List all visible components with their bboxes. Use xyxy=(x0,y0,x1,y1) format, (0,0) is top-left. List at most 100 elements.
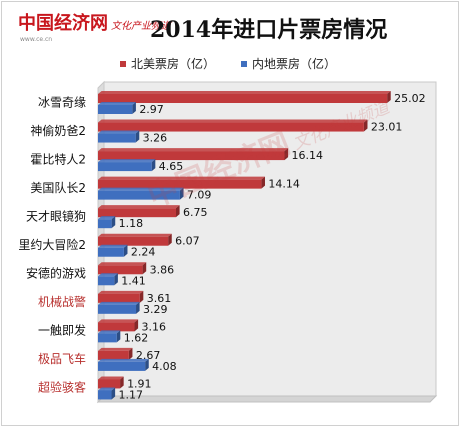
bar-north-america-top xyxy=(98,176,265,180)
value-label-north-america: 3.61 xyxy=(147,292,172,305)
value-label-north-america: 3.86 xyxy=(150,263,175,276)
legend-item-north-america: 北美票房（亿） xyxy=(120,55,215,72)
category-label: 机械战警 xyxy=(38,294,86,309)
bar-mainland-top xyxy=(98,273,118,277)
value-label-north-america: 23.01 xyxy=(371,121,403,134)
bar-mainland xyxy=(98,273,118,286)
bar-north-america-side xyxy=(139,290,144,303)
bar-north-america xyxy=(98,262,147,275)
bar-mainland-top xyxy=(98,387,116,391)
bar-mainland-top xyxy=(98,130,140,134)
bar-north-america-top xyxy=(98,148,289,152)
bar-north-america-top xyxy=(98,119,368,123)
bar-mainland-top xyxy=(98,358,149,362)
category-label: 里约大冒险2 xyxy=(18,237,86,252)
site-logo: 中国经济网 文化产业频道 xyxy=(18,14,171,34)
value-label-north-america: 2.67 xyxy=(136,349,161,362)
category-label: 安德的游戏 xyxy=(26,266,86,281)
value-label-mainland: 1.17 xyxy=(119,388,143,401)
bar-north-america-side xyxy=(142,262,147,275)
bar-mainland-front xyxy=(98,390,112,400)
bar-north-america-side xyxy=(120,376,124,389)
bar-north-america-side xyxy=(387,91,391,103)
bar-mainland-side xyxy=(114,273,118,286)
bar-mainland-front xyxy=(98,304,137,314)
bar-mainland-side xyxy=(111,387,116,400)
category-label: 一触即发 xyxy=(38,323,86,338)
bar-north-america-front xyxy=(98,236,169,246)
bar-north-america-front xyxy=(98,293,140,303)
bar-north-america xyxy=(98,148,289,161)
bar-mainland-front xyxy=(98,219,112,229)
bar-mainland-front xyxy=(98,276,115,286)
bar-mainland-top xyxy=(98,244,128,248)
bar-north-america-front xyxy=(98,179,262,189)
legend-label-mainland: 内地票房（亿） xyxy=(252,57,337,71)
value-label-mainland: 4.08 xyxy=(152,360,177,373)
bar-mainland-side xyxy=(135,130,140,143)
bar-mainland-front xyxy=(98,162,152,172)
bar-north-america xyxy=(98,290,144,303)
bar-mainland-front xyxy=(98,333,117,343)
logo-tag-text: 文化产业频道 xyxy=(111,21,171,32)
legend-swatch-mainland xyxy=(241,60,248,67)
category-label: 天才眼镜狗 xyxy=(26,208,86,223)
bar-mainland-side xyxy=(179,187,184,200)
bar-mainland-side xyxy=(136,301,140,314)
value-label-north-america: 25.02 xyxy=(394,92,426,105)
legend-item-mainland: 内地票房（亿） xyxy=(241,55,336,72)
bar-mainland xyxy=(98,244,128,257)
bar-north-america-side xyxy=(284,148,289,161)
value-label-mainland: 1.18 xyxy=(119,217,144,230)
category-label: 美国队长2 xyxy=(30,180,86,195)
bar-north-america-front xyxy=(98,151,285,161)
category-label: 极品飞车 xyxy=(38,351,86,366)
bar-mainland xyxy=(98,102,136,114)
logo-url: www.ce.cn xyxy=(20,36,53,43)
bar-north-america xyxy=(98,205,180,218)
bar-north-america-front xyxy=(98,322,135,332)
bar-north-america-front xyxy=(98,94,388,103)
value-label-mainland: 1.41 xyxy=(121,274,146,287)
legend-label-north-america: 北美票房（亿） xyxy=(131,57,216,71)
bar-mainland-front xyxy=(98,190,180,200)
value-label-mainland: 3.26 xyxy=(143,132,168,145)
bar-mainland-side xyxy=(132,102,136,114)
bar-mainland xyxy=(98,159,156,172)
value-label-north-america: 6.75 xyxy=(183,206,208,219)
bar-mainland-top xyxy=(98,330,121,334)
bar-mainland-top xyxy=(98,301,140,305)
value-label-mainland: 1.62 xyxy=(124,331,149,344)
bar-mainland-front xyxy=(98,247,124,257)
bar-mainland xyxy=(98,216,116,229)
bar-north-america-top xyxy=(98,376,124,380)
bar-north-america xyxy=(98,119,368,132)
value-label-mainland: 2.24 xyxy=(131,246,156,259)
bar-north-america xyxy=(98,176,265,189)
bar-north-america-top xyxy=(98,233,172,237)
bar-north-america xyxy=(98,347,133,360)
bar-north-america-top xyxy=(98,205,180,209)
bar-mainland-side xyxy=(151,159,156,172)
bar-mainland-top xyxy=(98,187,184,191)
bar-mainland-front xyxy=(98,133,136,143)
value-label-north-america: 14.14 xyxy=(268,178,300,191)
bar-mainland xyxy=(98,387,116,400)
chart-title: 2014年进口片票房情况 xyxy=(150,17,388,43)
bar-north-america-top xyxy=(98,91,391,94)
bar-north-america-front xyxy=(98,122,364,132)
bar-mainland xyxy=(98,187,184,200)
value-label-mainland: 4.65 xyxy=(159,160,184,173)
value-label-mainland: 2.97 xyxy=(139,103,164,116)
category-label: 冰雪奇缘 xyxy=(38,95,86,109)
bar-mainland xyxy=(98,301,140,314)
bar-north-america-front xyxy=(98,350,129,360)
value-label-mainland: 3.29 xyxy=(143,303,168,316)
bar-north-america xyxy=(98,233,172,246)
bar-north-america-top xyxy=(98,262,147,266)
bar-mainland xyxy=(98,358,149,371)
bar-north-america-front xyxy=(98,379,121,389)
bar-north-america-side xyxy=(128,347,133,360)
bar-mainland-front xyxy=(98,105,133,114)
bar-mainland xyxy=(98,330,121,343)
